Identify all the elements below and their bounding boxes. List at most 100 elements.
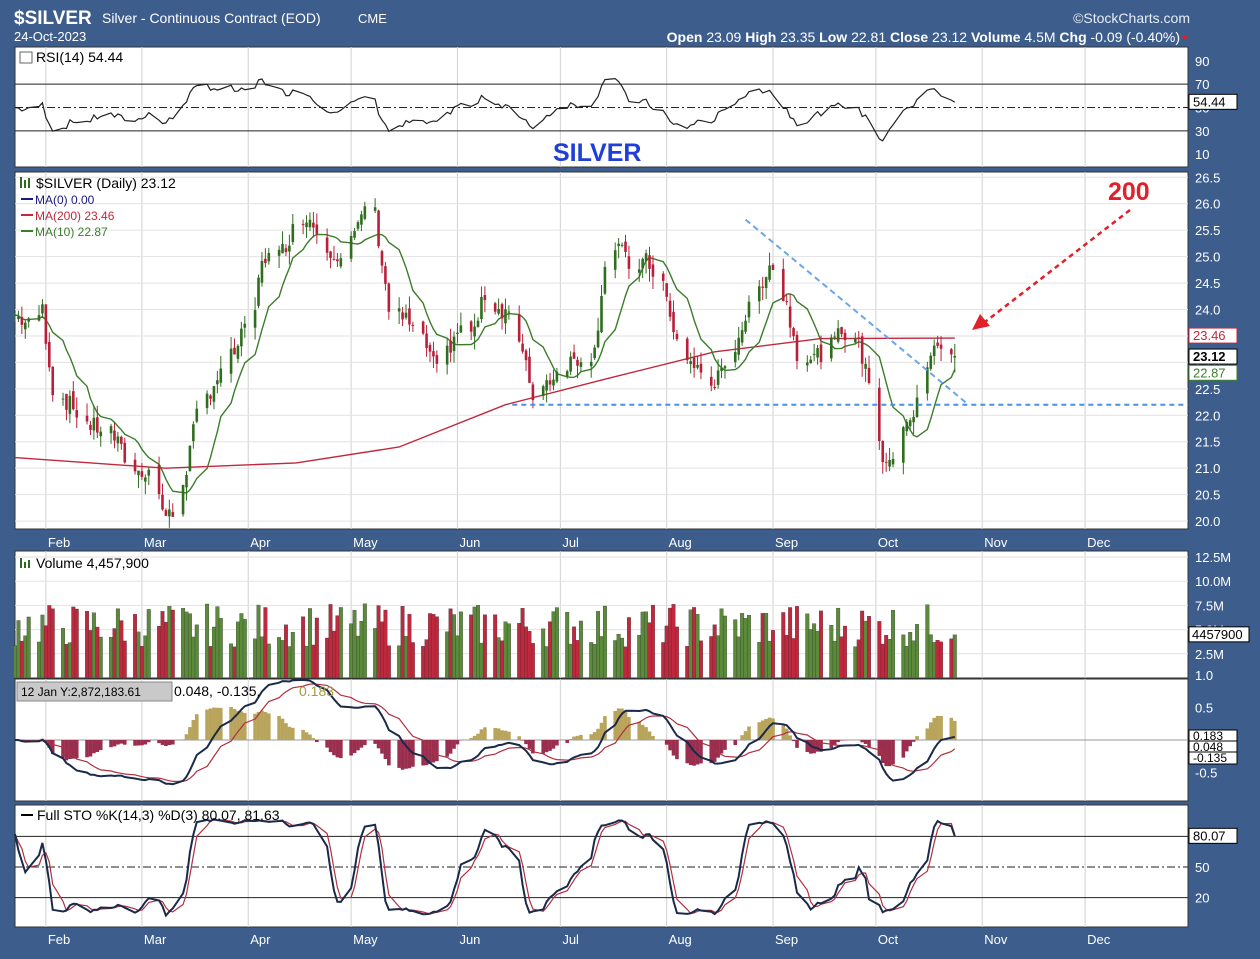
volume-bar xyxy=(89,630,93,678)
volume-bar xyxy=(92,613,96,678)
candle-body xyxy=(604,267,607,294)
volume-bar xyxy=(648,623,652,678)
macd-hist-bar xyxy=(161,740,165,745)
macd-hist-bar xyxy=(528,740,532,749)
candle-body xyxy=(700,364,703,373)
volume-bar xyxy=(764,613,768,678)
candle-body xyxy=(113,431,116,441)
candle-body xyxy=(357,222,360,229)
volume-bar xyxy=(884,635,888,678)
candle-body xyxy=(240,329,243,347)
candle-body xyxy=(460,325,463,332)
volume-bar xyxy=(932,642,936,678)
candle-body xyxy=(285,248,288,252)
volume-bar xyxy=(905,646,909,678)
volume-bar xyxy=(744,618,748,678)
quote-label: Volume xyxy=(967,29,1024,45)
volume-bar xyxy=(219,618,223,678)
volume-bar xyxy=(188,614,192,678)
candle-body xyxy=(696,365,699,368)
macd-hist-bar xyxy=(864,740,868,744)
volume-bar xyxy=(497,638,501,678)
volume-bar xyxy=(878,621,882,678)
macd-hist-bar xyxy=(116,740,120,745)
macd-hist-bar xyxy=(576,736,580,740)
volume-bar xyxy=(336,616,340,678)
candle-body xyxy=(576,360,579,366)
macd-hist-bar xyxy=(428,740,432,764)
candle-body xyxy=(717,370,720,384)
macd-hist-bar xyxy=(788,735,792,740)
volume-bar xyxy=(675,627,679,678)
volume-bar xyxy=(517,623,521,678)
volume-bar xyxy=(157,626,161,678)
candle-body xyxy=(425,334,428,349)
volume-bar xyxy=(761,613,765,678)
volume-bar xyxy=(185,612,189,678)
candle-body xyxy=(720,368,723,371)
volume-bar xyxy=(140,646,144,678)
sto-tag: 80.07 xyxy=(1193,828,1226,843)
brand-logo: ©StockCharts.com xyxy=(1073,10,1190,26)
macd-hist-bar xyxy=(181,739,185,740)
macd-hist-bar xyxy=(329,740,333,752)
candle-body xyxy=(340,258,343,266)
candle-body xyxy=(737,338,740,355)
volume-bar xyxy=(281,640,285,678)
macd-hist-bar xyxy=(421,740,425,765)
macd-hist-bar xyxy=(665,740,669,745)
macd-hist-bar xyxy=(483,727,487,740)
candle-body xyxy=(192,424,195,441)
candle-body xyxy=(213,386,216,402)
macd-hist-bar xyxy=(349,740,353,756)
candle-body xyxy=(24,323,27,330)
candle-body xyxy=(830,337,833,358)
candle-body xyxy=(556,372,559,382)
candle-body xyxy=(820,344,823,362)
month-label-bottom: Jul xyxy=(562,932,579,947)
candle-body xyxy=(302,224,305,225)
sto-tick: 20 xyxy=(1195,891,1209,906)
volume-bar xyxy=(661,642,665,678)
volume-bar xyxy=(829,625,833,678)
volume-bar xyxy=(689,610,693,678)
candle-body xyxy=(158,465,161,494)
volume-bar xyxy=(329,604,333,678)
volume-bar xyxy=(123,641,127,678)
macd-hist-bar xyxy=(627,717,631,740)
candle-body xyxy=(748,302,751,318)
volume-bar xyxy=(13,646,17,678)
candle-body xyxy=(552,380,555,386)
macd-hist-bar xyxy=(137,740,141,745)
candle-body xyxy=(549,380,552,384)
volume-bar xyxy=(795,606,799,678)
macd-hist-bar xyxy=(435,740,439,761)
volume-bar xyxy=(161,611,165,678)
volume-bar xyxy=(291,632,295,678)
macd-hist-bar xyxy=(908,740,912,746)
volume-bar xyxy=(569,644,573,678)
price-tick: 26.5 xyxy=(1195,170,1220,185)
volume-bar xyxy=(253,639,257,678)
volume-bar xyxy=(528,631,532,678)
candle-body xyxy=(117,436,120,443)
macd-hist-bar xyxy=(157,740,161,743)
price-tick: 22.5 xyxy=(1195,382,1220,397)
volume-bar xyxy=(428,613,432,678)
macd-hist-bar xyxy=(277,716,281,740)
volume-bar xyxy=(397,646,401,678)
candle-body xyxy=(837,328,840,341)
candle-body xyxy=(96,417,99,432)
macd-hist-bar xyxy=(315,740,319,742)
candle-body xyxy=(243,324,246,328)
volume-bar xyxy=(507,624,511,678)
volume-bar xyxy=(209,646,213,678)
candle-body xyxy=(137,471,140,476)
macd-hist-bar xyxy=(747,726,751,740)
volume-bar xyxy=(61,628,65,678)
candle-body xyxy=(518,314,521,341)
macd-hist-bar xyxy=(363,740,367,745)
month-label-bottom: Oct xyxy=(878,932,899,947)
volume-bar xyxy=(41,615,45,678)
candle-body xyxy=(624,242,627,252)
